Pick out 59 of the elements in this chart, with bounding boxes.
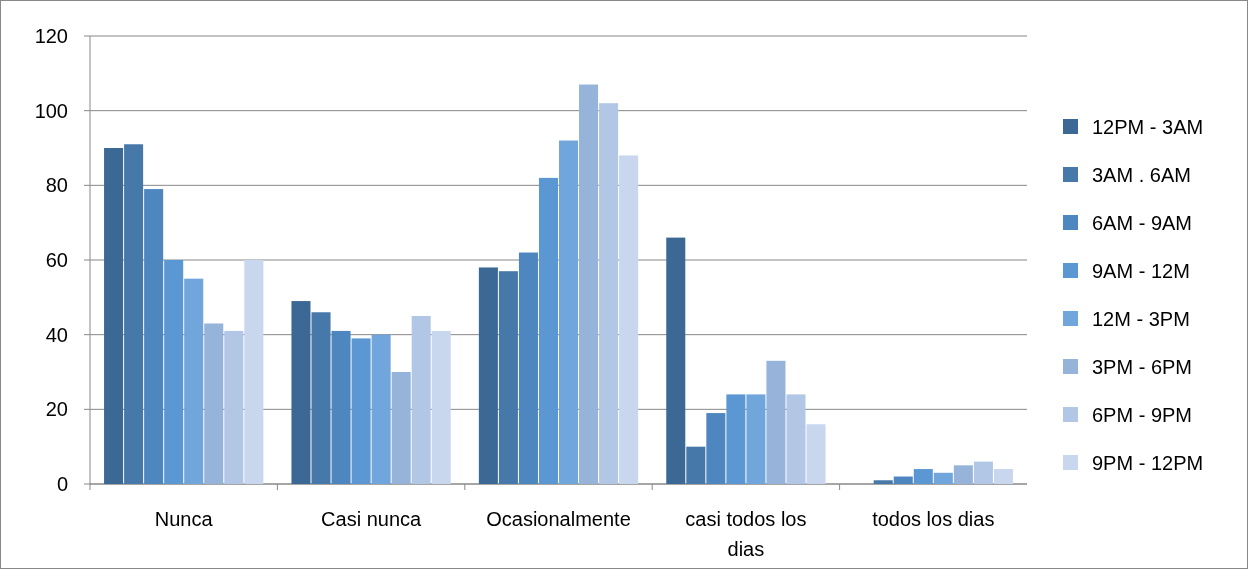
bar [124,144,144,484]
bar [331,330,351,484]
bar [204,323,224,484]
bar [559,140,579,484]
legend-label: 3PM - 6PM [1092,356,1193,378]
bar [913,469,933,484]
x-tick-label: Casi nunca [321,508,422,530]
bar [993,469,1013,484]
y-tick-label: 20 [45,398,68,421]
bar [766,360,786,484]
bar [746,394,766,484]
x-tick-label: Nunca [154,508,214,530]
x-tick-label: casi todos los dias [685,508,807,560]
y-tick-label: 40 [45,323,68,346]
bar [726,394,746,484]
bar [224,330,244,484]
bar [371,334,391,484]
bar [666,237,686,484]
bar [933,472,953,484]
legend-label: 6AM - 9AM [1092,212,1193,234]
bar [579,84,599,484]
legend-label: 9PM - 12PM [1092,452,1204,474]
bar [184,278,204,484]
legend-label: 12M - 3PM [1092,308,1190,330]
bar [786,394,806,484]
y-tick-label: 60 [45,249,68,271]
y-tick-label: 0 [56,473,68,495]
bar [411,316,431,484]
bar [291,301,311,484]
bar [619,155,639,484]
y-tick-label: 100 [34,99,68,122]
y-tick-label: 120 [34,25,68,47]
legend-label: 3AM . 6AM [1092,164,1191,186]
bar [893,476,913,484]
bar [518,252,538,484]
bar [498,271,518,484]
bar [538,177,558,484]
bar [351,338,371,484]
bar [391,372,411,484]
bar [104,148,124,484]
bar [806,424,826,484]
bar [311,312,331,484]
bar [144,189,164,484]
bar [478,267,498,484]
legend-label: 9AM - 12M [1092,260,1190,282]
bar [953,465,973,484]
bar [873,480,893,484]
bar [599,103,619,484]
bar [244,260,264,484]
bar [164,260,184,484]
bar [706,413,726,484]
bar [686,446,706,484]
bar [973,461,993,484]
legend-label: 12PM - 3AM [1092,116,1204,138]
x-tick-label: todos los dias [872,508,995,530]
bar [431,330,451,484]
x-tick-label: Ocasionalmente [486,508,631,530]
y-tick-label: 80 [45,174,68,197]
legend-label: 6PM - 9PM [1092,404,1193,426]
